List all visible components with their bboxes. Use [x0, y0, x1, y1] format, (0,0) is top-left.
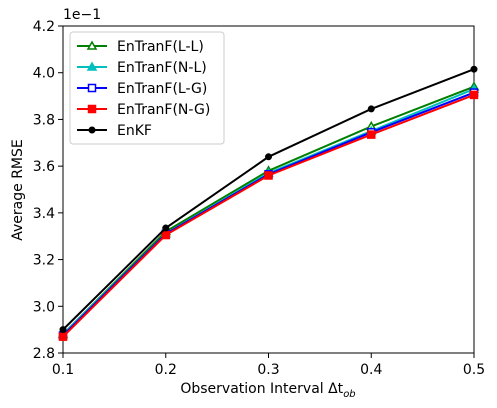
legend-entry: EnTranF(L-L) [77, 39, 204, 55]
y-tick-label: 3.8 [33, 112, 55, 128]
data-point [367, 130, 376, 139]
series-enkf [59, 65, 478, 334]
data-point [265, 153, 272, 161]
legend-marker [86, 61, 98, 71]
legend-label: EnTranF(L-G) [117, 81, 207, 97]
y-tick-label: 4.0 [33, 66, 55, 82]
y-tick-label: 3.4 [33, 206, 55, 222]
legend-label: EnTranF(L-L) [117, 39, 204, 55]
legend-marker [87, 104, 97, 114]
x-tick-label: 0.3 [257, 362, 279, 378]
data-point [470, 65, 478, 73]
data-point [58, 332, 68, 341]
x-axis-ticks: 0.1 0.2 0.3 0.4 0.5 [52, 353, 485, 378]
y-scale-label: 1e−1 [63, 7, 101, 23]
x-tick-label: 0.2 [155, 362, 177, 378]
legend-box [69, 31, 225, 145]
data-point [469, 90, 479, 100]
y-tick-label: 4.2 [33, 19, 55, 35]
y-axis-ticks: 2.8 3.0 3.2 3.4 3.6 3.8 4.0 4.2 [33, 19, 63, 362]
x-axis-label-subscript: ob [343, 389, 355, 400]
legend-label: EnTranF(N-G) [117, 102, 210, 118]
x-tick-label: 0.1 [52, 362, 74, 378]
legend-marker [87, 83, 97, 93]
data-point [162, 224, 170, 232]
y-tick-label: 3.6 [33, 159, 55, 175]
legend-marker [88, 126, 96, 134]
legend-entry: EnTranF(N-L) [77, 60, 207, 76]
y-tick-label: 2.8 [33, 346, 55, 362]
series-entranf-n-g- [58, 90, 479, 341]
series-layer [57, 65, 480, 341]
legend-entry: EnTranF(N-G) [77, 102, 210, 118]
legend-entry: EnTranF(L-G) [77, 81, 207, 97]
data-point [367, 105, 375, 113]
data-point [161, 230, 170, 240]
legend-entry: EnKF [77, 123, 152, 139]
legend: EnTranF(L-L) EnTranF(N-L) EnTranF(L-G) EnTr… [69, 31, 225, 145]
legend-label: EnTranF(N-L) [117, 60, 207, 76]
x-tick-label: 0.5 [463, 362, 485, 378]
data-point [59, 326, 67, 334]
y-tick-label: 3.2 [33, 253, 55, 269]
x-axis-label: Observation Interval Δtob [180, 381, 355, 400]
x-tick-label: 0.4 [360, 362, 382, 378]
legend-entries: EnTranF(L-L) EnTranF(N-L) EnTranF(L-G) EnTr… [77, 39, 210, 139]
legend-marker [86, 40, 98, 50]
data-point [264, 171, 273, 180]
y-axis-label: Average RMSE [10, 139, 26, 240]
legend-label: EnKF [117, 123, 152, 139]
y-tick-label: 3.0 [33, 299, 55, 315]
